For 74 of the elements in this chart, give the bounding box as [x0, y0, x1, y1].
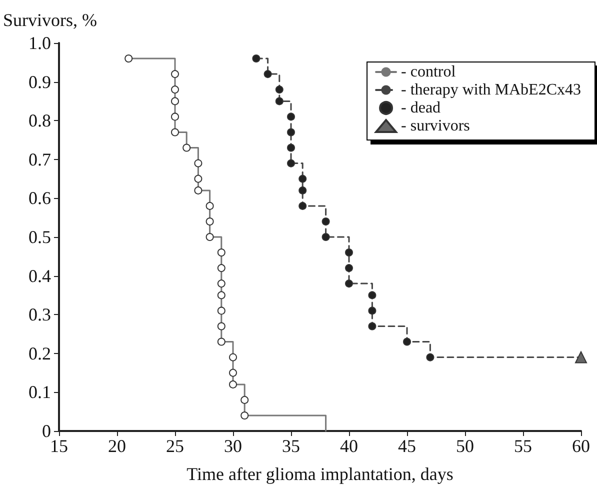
point [298, 202, 307, 210]
point [194, 186, 202, 194]
y-tick-label: 0.2 [28, 343, 51, 364]
x-axis-title: Time after glioma implantation, days [186, 464, 454, 484]
point [171, 70, 179, 78]
point [252, 54, 260, 63]
point [426, 353, 434, 362]
x-tick-label: 60 [572, 436, 590, 456]
y-tick-label: 0 [42, 421, 51, 441]
point [287, 144, 295, 152]
point [217, 291, 226, 300]
point [345, 280, 353, 288]
x-tick-label: 25 [166, 436, 184, 456]
point [217, 338, 226, 346]
point [345, 248, 353, 257]
point [287, 112, 295, 121]
y-tick-label: 0.9 [28, 72, 51, 92]
point [124, 54, 133, 63]
x-tick-label: 45 [398, 436, 416, 456]
point [182, 144, 191, 152]
y-tick-label: 0.4 [28, 266, 51, 286]
point [206, 202, 214, 210]
point [229, 380, 237, 388]
point [287, 128, 295, 136]
point [229, 353, 237, 362]
x-tick-label: 55 [514, 436, 532, 456]
y-tick-label: 0.8 [28, 110, 51, 131]
y-axis-title: Survivors, % [3, 10, 98, 30]
point [368, 306, 376, 315]
point [217, 322, 226, 330]
point [368, 322, 376, 330]
legend-label: - dead [401, 100, 441, 116]
x-tick-label: 40 [340, 436, 358, 456]
point [287, 159, 295, 168]
point [264, 70, 272, 78]
point [229, 368, 237, 377]
x-tick-label: 20 [108, 436, 126, 456]
point [275, 97, 284, 106]
x-tick-label: 15 [50, 436, 68, 456]
point [217, 248, 226, 257]
point [240, 411, 249, 420]
point [368, 291, 376, 300]
x-tick-label: 30 [224, 436, 242, 456]
point [171, 128, 179, 136]
point [322, 233, 330, 241]
point [171, 97, 179, 106]
point [575, 351, 587, 364]
point [217, 264, 226, 272]
point [217, 280, 226, 288]
point [403, 338, 411, 346]
legend-label: - survivors [401, 118, 470, 134]
point [171, 86, 179, 94]
y-tick-label: 0.5 [28, 227, 51, 247]
point [194, 159, 202, 168]
point [217, 306, 226, 315]
point [194, 174, 202, 183]
point [206, 233, 214, 241]
legend-label: - control [401, 64, 456, 80]
legend-label: - therapy with MAbE2Cx43 [401, 82, 582, 98]
y-tick-label: 0.3 [28, 304, 51, 325]
point [345, 264, 353, 272]
point [240, 396, 249, 404]
y-tick-label: 0.6 [28, 188, 51, 208]
point [298, 174, 307, 183]
point [275, 86, 284, 94]
point [171, 112, 179, 121]
x-tick-label: 50 [456, 436, 474, 456]
y-tick-label: 0.1 [28, 382, 51, 402]
point [298, 186, 307, 194]
y-tick-label: 1.0 [28, 33, 51, 53]
y-tick-label: 0.7 [28, 149, 51, 170]
x-tick-label: 35 [282, 436, 300, 456]
point [322, 217, 330, 226]
point [206, 217, 214, 226]
